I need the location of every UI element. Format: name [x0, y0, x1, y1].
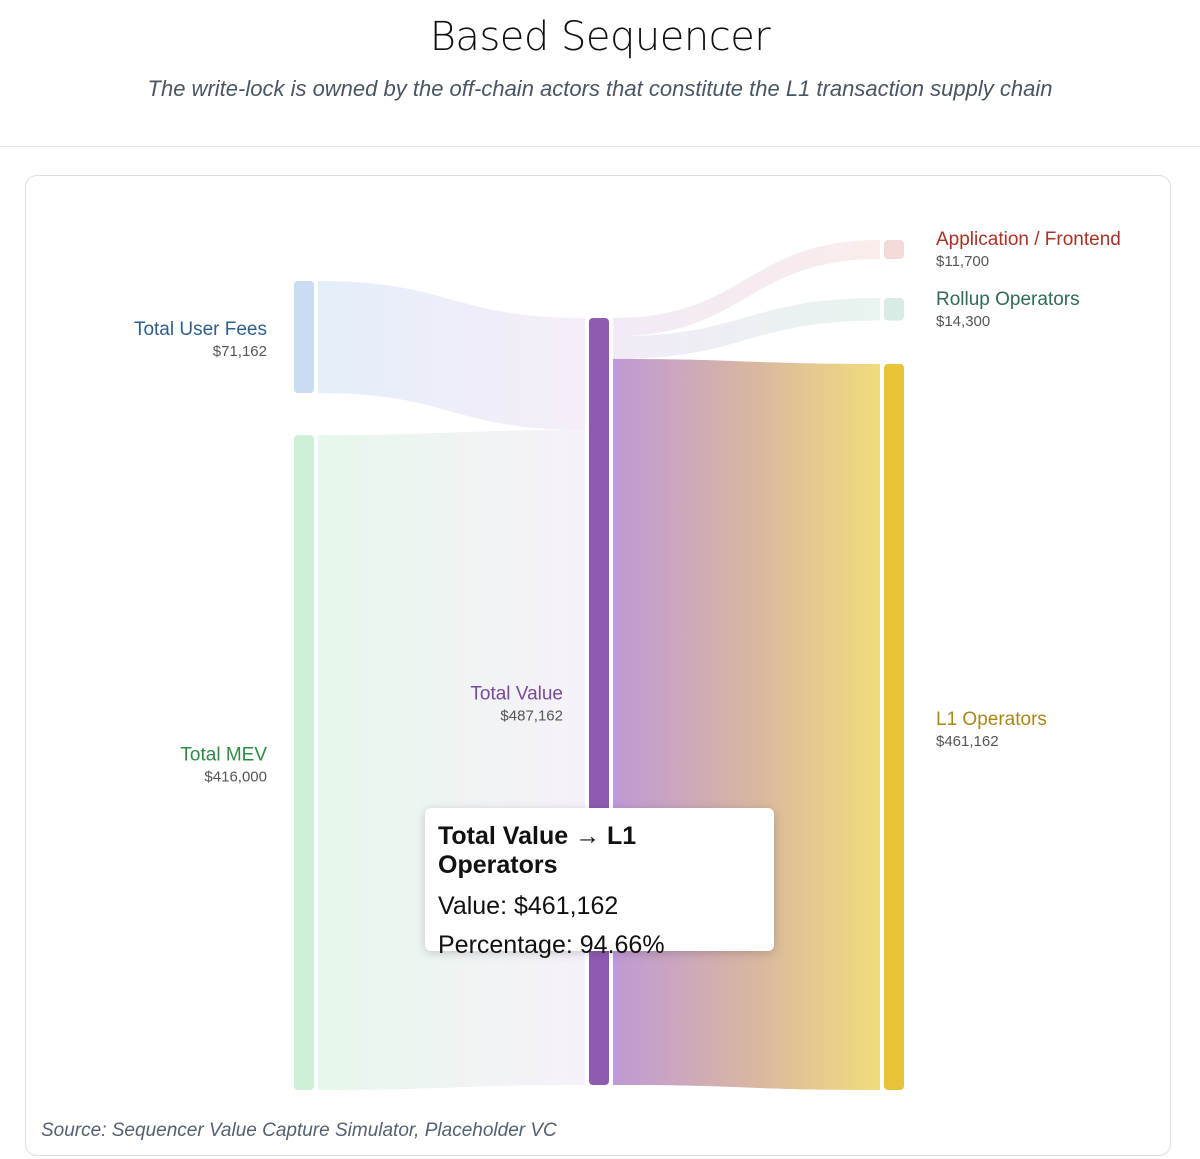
node-mev[interactable] [294, 435, 314, 1091]
node-fees[interactable] [294, 281, 314, 394]
node-app[interactable] [884, 240, 904, 259]
node-label-rollup: Rollup Operators [936, 289, 1080, 310]
link-fees-to-total[interactable] [318, 281, 585, 431]
tooltip-title: Total Value → L1 Operators [438, 822, 637, 879]
node-value-l1: $461,162 [936, 733, 999, 750]
node-label-l1: L1 Operators [936, 709, 1047, 730]
source-note: Source: Sequencer Value Capture Simulato… [41, 1120, 557, 1141]
link-total-to-l1[interactable] [613, 358, 880, 1090]
link-tooltip: Total Value → L1 Operators Value: $461,1… [425, 808, 774, 959]
link-total-to-rollup[interactable] [613, 298, 880, 359]
node-l1[interactable] [884, 363, 904, 1090]
node-total[interactable] [589, 318, 609, 1085]
tooltip-percentage: Percentage: 94.66% [438, 931, 665, 959]
header-divider [0, 146, 1200, 147]
page-subtitle: The write-lock is owned by the off-chain… [147, 76, 1053, 101]
node-value-fees: $71,162 [213, 343, 267, 360]
page-title: Based Sequencer [429, 14, 771, 60]
node-label-mev: Total MEV [180, 745, 267, 766]
link-mev-to-total[interactable] [318, 430, 585, 1091]
node-value-total: $487,162 [500, 708, 563, 725]
node-rollup[interactable] [884, 298, 904, 321]
node-value-mev: $416,000 [204, 769, 267, 786]
link-total-to-app[interactable] [613, 240, 880, 337]
node-label-app: Application / Frontend [936, 229, 1121, 250]
node-value-rollup: $14,300 [936, 313, 990, 330]
tooltip-value: Value: $461,162 [438, 892, 619, 920]
node-value-app: $11,700 [936, 253, 989, 270]
node-label-fees: Total User Fees [134, 319, 267, 340]
node-label-total: Total Value [470, 684, 563, 705]
